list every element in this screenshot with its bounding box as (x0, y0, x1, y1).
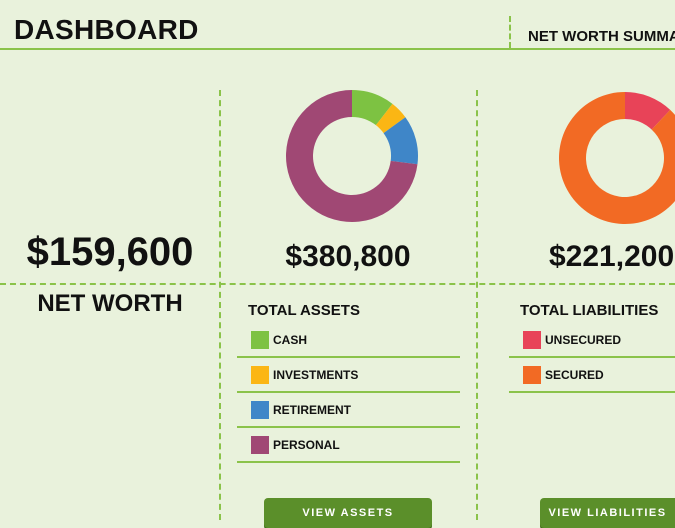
total-liabilities-amount: $221,200 (549, 240, 675, 273)
secured-swatch (523, 365, 541, 384)
donut-slice-personal (286, 90, 418, 222)
page-title: DASHBOARD (14, 14, 199, 45)
legend-label: INVESTMENTS (273, 367, 359, 382)
legend-label: SECURED (545, 367, 604, 382)
header-divider (509, 16, 511, 48)
legend-label: CASH (273, 332, 308, 347)
liabilities-legend: UNSECURED SECURED (509, 323, 675, 393)
assets-donut-chart (286, 90, 418, 222)
donut-slice-secured (559, 92, 675, 224)
donut-slice-cash (352, 90, 393, 126)
legend-label: UNSECURED (545, 332, 622, 347)
legend-item-investments: INVESTMENTS (237, 358, 460, 393)
legend-item-secured: SECURED (509, 358, 675, 393)
net-worth-label: NET WORTH (37, 290, 183, 317)
legend-item-cash: CASH (237, 323, 460, 358)
retirement-swatch (251, 400, 269, 419)
legend-label: PERSONAL (273, 437, 340, 452)
net-worth-summary-label: NET WORTH SUMMAR (528, 28, 675, 45)
legend-item-personal: PERSONAL (237, 428, 460, 463)
total-assets-amount: $380,800 (285, 240, 411, 273)
unsecured-swatch (523, 330, 541, 349)
donut-slice-retirement (383, 117, 418, 165)
legend-item-retirement: RETIREMENT (237, 393, 460, 428)
column-divider-2 (476, 90, 478, 520)
assets-legend: CASH INVESTMENTS RETIREMENT PERSONAL (237, 323, 460, 463)
personal-swatch (251, 435, 269, 454)
legend-label: RETIREMENT (273, 402, 351, 417)
view-liabilities-button[interactable]: VIEW LIABILITIES (540, 498, 675, 528)
total-liabilities-title: TOTAL LIABILITIES (520, 302, 659, 319)
legend-item-unsecured: UNSECURED (509, 323, 675, 358)
row-divider (0, 283, 675, 285)
cash-swatch (251, 330, 269, 349)
investments-swatch (251, 365, 269, 384)
net-worth-amount: $159,600 (26, 230, 194, 274)
title-rule (0, 48, 675, 50)
donut-slice-investments (375, 103, 406, 134)
view-assets-button[interactable]: VIEW ASSETS (264, 498, 432, 528)
liabilities-donut-chart (559, 92, 675, 224)
total-assets-title: TOTAL ASSETS (248, 302, 360, 319)
column-divider-1 (219, 90, 221, 520)
donut-slice-unsecured (625, 92, 671, 130)
